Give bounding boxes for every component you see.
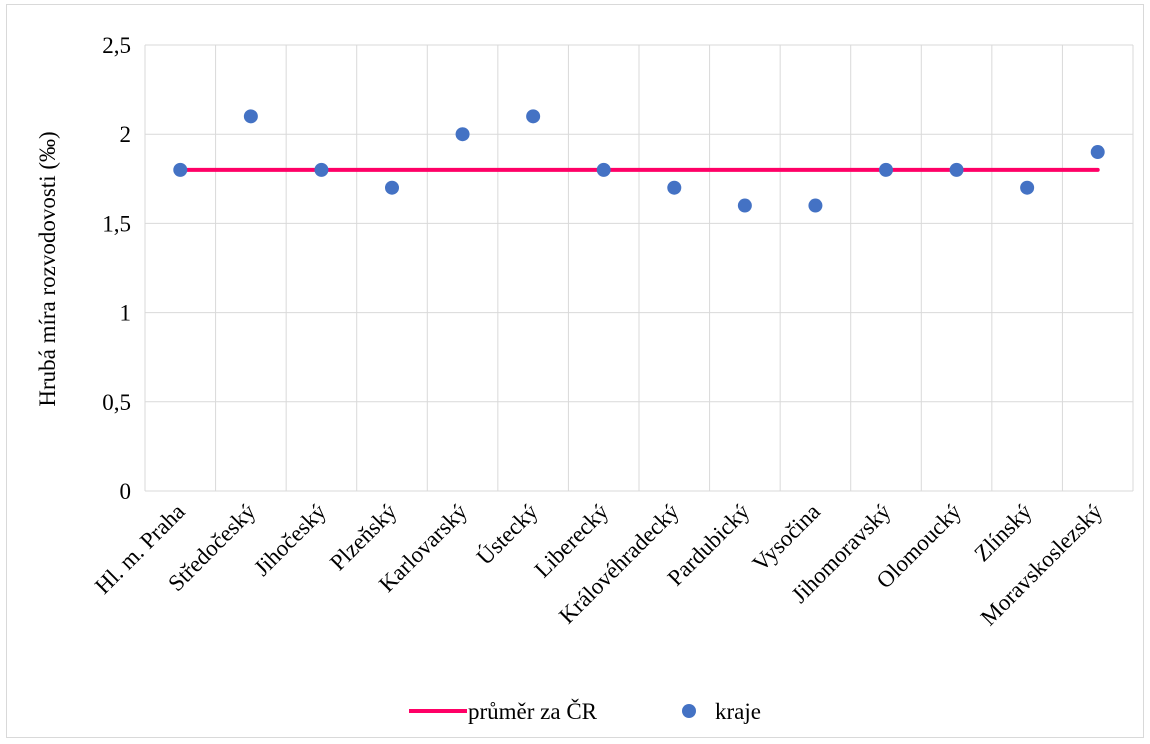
vertical-gridlines: [144, 45, 1134, 491]
data-point: [314, 162, 329, 177]
y-tick-label: 0: [120, 479, 132, 504]
data-point: [1090, 145, 1105, 160]
data-point: [243, 109, 258, 124]
series-dots-group: [173, 109, 1105, 213]
y-axis-ticks: 0 0,5 1 1,5 2 2,5: [102, 33, 131, 504]
x-tick-label: Zlínský: [969, 499, 1037, 567]
legend-label-dot: kraje: [715, 699, 761, 724]
legend-swatch-dot: [682, 704, 696, 718]
data-point: [808, 198, 823, 213]
y-tick-label: 2,5: [102, 33, 131, 58]
data-point: [1020, 180, 1035, 195]
y-axis-label: Hrubá míra rozvodovosti (‰): [35, 131, 60, 406]
chart-area: 0 0,5 1 1,5 2 2,5 Hl. m. Praha Středočeský Jiho…: [6, 4, 1144, 738]
legend-label-line: průměr za ČR: [468, 698, 598, 724]
data-point: [596, 162, 611, 177]
horizontal-gridlines: [145, 44, 1133, 492]
y-tick-label: 1,5: [102, 211, 131, 236]
data-point: [949, 162, 964, 177]
x-axis-ticks: Hl. m. PrahaStředočeskýJihočeskýPlzeňský…: [90, 498, 1108, 631]
data-point: [667, 180, 682, 195]
x-tick-label: Jihočeský: [249, 499, 331, 581]
data-point: [526, 109, 541, 124]
y-tick-label: 0,5: [102, 390, 131, 415]
data-point: [455, 127, 470, 142]
data-point: [385, 180, 399, 195]
x-tick-label: Královéhradecký: [554, 499, 684, 629]
x-tick-label: Moravskoslezský: [976, 499, 1108, 631]
legend: průměr za ČR kraje: [409, 698, 761, 724]
x-tick-label: Ústecký: [471, 498, 543, 570]
data-point: [879, 162, 893, 177]
chart-svg: 0 0,5 1 1,5 2 2,5 Hl. m. PrahaStředočeskýJiho…: [35, 33, 1134, 724]
y-tick-label: 1: [120, 301, 132, 326]
data-point: [737, 198, 752, 213]
data-point: [173, 162, 188, 177]
y-tick-label: 2: [120, 122, 132, 147]
